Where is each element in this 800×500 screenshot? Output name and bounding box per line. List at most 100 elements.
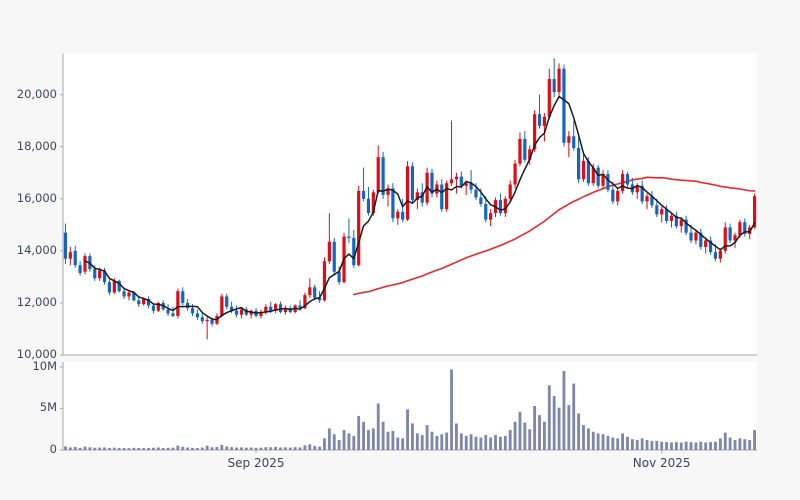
candle-body — [274, 304, 278, 311]
volume-bar — [748, 440, 752, 450]
volume-bar — [298, 447, 302, 450]
volume-bar — [108, 447, 111, 450]
candle-body — [469, 183, 473, 190]
candle-body — [410, 166, 415, 201]
volume-bar — [279, 447, 282, 450]
candle-body — [239, 309, 243, 315]
volume-bar — [684, 441, 688, 450]
volume-bar — [523, 422, 527, 450]
candle-body — [93, 269, 97, 279]
candle-body — [327, 241, 331, 262]
candle-body — [317, 297, 322, 301]
candle-body — [366, 198, 371, 214]
candle-body — [464, 183, 468, 186]
candle-body — [278, 304, 283, 313]
candle-body — [611, 189, 615, 202]
x-tick-label: Nov 2025 — [632, 456, 691, 470]
volume-bar — [239, 447, 243, 450]
volume-bar — [186, 447, 190, 450]
volume-bar — [88, 447, 92, 450]
candle-body — [655, 205, 659, 215]
candle-body — [122, 291, 126, 297]
price-y-tick-label: 18,000 — [16, 138, 57, 153]
volume-bar — [718, 438, 722, 450]
volume-bar — [533, 406, 537, 450]
candle-body — [723, 227, 727, 251]
volume-bar — [318, 446, 321, 450]
volume-bar — [484, 435, 488, 450]
volume-bar — [132, 447, 136, 450]
candle-body — [337, 271, 341, 283]
volume-bar — [420, 435, 424, 450]
volume-bar — [200, 447, 204, 450]
candle-body — [591, 167, 595, 184]
volume-bar — [577, 413, 581, 450]
volume-bar — [362, 421, 365, 450]
candle-body — [98, 270, 102, 279]
volume-bar — [220, 444, 224, 450]
volume-bar — [166, 447, 170, 450]
volume-bar — [655, 440, 659, 450]
volume-bar — [215, 447, 219, 450]
volume-bar — [406, 409, 409, 450]
volume-bar — [195, 448, 199, 450]
volume-bar — [635, 440, 639, 450]
volume-bar — [518, 411, 522, 450]
candle-body — [542, 116, 546, 126]
volume-bar — [171, 447, 175, 450]
candle-body — [357, 190, 361, 266]
volume-bar — [494, 435, 497, 450]
volume-bar — [347, 433, 351, 450]
volume-bar — [337, 440, 341, 450]
candle-body — [112, 280, 116, 293]
volume-bar — [440, 434, 444, 450]
volume-bar — [332, 434, 336, 450]
candle-body — [220, 296, 224, 316]
volume-bar — [176, 445, 180, 450]
candle-body — [269, 306, 273, 311]
candle-body — [381, 157, 385, 195]
candle-body — [718, 250, 722, 259]
candle-body — [484, 204, 488, 220]
volume-bar — [503, 435, 507, 450]
candle-body — [322, 261, 327, 301]
volume-bar — [98, 447, 102, 450]
volume-bar — [283, 447, 287, 450]
candle-body — [186, 302, 190, 309]
candle-body — [699, 232, 703, 247]
volume-bar — [293, 447, 297, 450]
volume-bar — [93, 447, 97, 450]
volume-bar — [205, 445, 209, 450]
volume-bar — [552, 396, 556, 450]
candle-body — [332, 241, 336, 272]
candle-body — [117, 280, 121, 292]
candle-body — [210, 319, 214, 324]
volume-bar — [396, 437, 400, 450]
volume-bar — [352, 435, 356, 450]
candle-body — [645, 196, 649, 202]
candle-body — [396, 211, 400, 219]
volume-bar — [112, 447, 116, 450]
volume-bar — [455, 423, 458, 450]
volume-bar — [650, 440, 654, 450]
candle-body — [298, 305, 302, 309]
price-y-tick-label: 12,000 — [16, 294, 57, 309]
x-tick-label: Sep 2025 — [227, 456, 285, 470]
price-y-tick-label: 20,000 — [16, 86, 57, 101]
volume-bar — [660, 441, 664, 450]
candle-body — [684, 219, 688, 233]
candle-body — [650, 196, 654, 206]
candle-body — [513, 163, 517, 185]
moving-average-long-line — [353, 176, 756, 296]
volume-bar — [709, 442, 712, 450]
volume-bar — [210, 447, 214, 450]
volume-bar — [704, 442, 708, 450]
volume-bar — [738, 438, 742, 450]
volume-bar — [435, 435, 439, 450]
volume-bar — [161, 448, 165, 450]
candle-body — [552, 79, 556, 93]
volume-bar — [269, 447, 273, 450]
candle-body — [127, 292, 131, 297]
volume-bar — [83, 446, 87, 450]
